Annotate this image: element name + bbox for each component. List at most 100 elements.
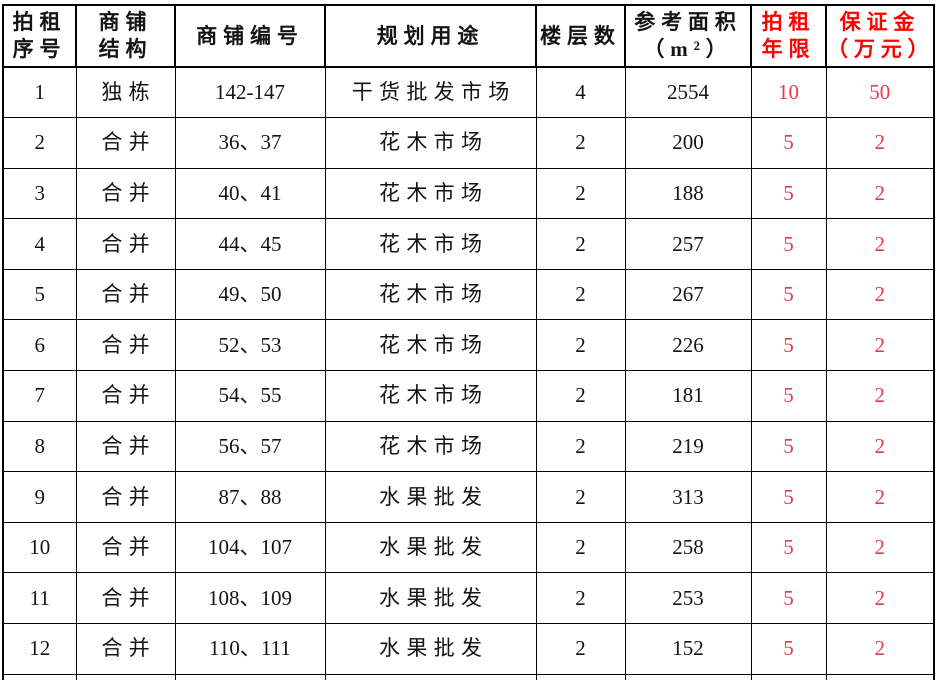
table-cell-seq: 5 [2,268,77,321]
table-cell-floors: 2 [535,521,626,574]
table-cell-floors: 2 [535,218,626,270]
table-cell-planned-use: 花木市场 [324,167,537,220]
table-cell-seq: 4 [2,218,77,270]
table-cell-shop-number: 110、111 [174,623,326,675]
partial-cell [324,673,537,680]
table-cell-shop-number: 104、107 [174,521,326,574]
table-cell-structure: 合并 [75,167,176,220]
table-row: 11 合并 108、109 水果批发 2 253 5 2 [2,572,935,625]
table-cell-term: 5 [750,572,827,625]
table-cell-floors: 2 [535,370,626,422]
table-cell-area: 200 [624,117,752,169]
table-cell-planned-use: 水果批发 [324,471,537,523]
table-cell-planned-use: 花木市场 [324,218,537,270]
table-cell-planned-use: 水果批发 [324,623,537,675]
table-cell-deposit: 2 [825,623,935,675]
header-line: 规划用途 [376,23,485,48]
table-cell-shop-number: 49、50 [174,268,326,321]
table-cell-seq: 2 [2,117,77,169]
table-row: 3 合并 40、41 花木市场 2 188 5 2 [2,167,935,220]
partial-row [2,673,935,680]
table-cell-structure: 合并 [75,268,176,321]
table-cell-seq: 1 [2,66,77,119]
table-row: 2 合并 36、37 花木市场 2 200 5 2 [2,117,935,169]
header-cell-deposit: 保证金 （万元） [825,4,935,68]
table-cell-deposit: 2 [825,572,935,625]
table-row: 7 合并 54、55 花木市场 2 181 5 2 [2,370,935,422]
table-cell-term: 5 [750,268,827,321]
table-cell-term: 5 [750,117,827,169]
table-cell-shop-number: 44、45 [174,218,326,270]
table-cell-planned-use: 水果批发 [324,521,537,574]
table-cell-deposit: 2 [825,471,935,523]
table-cell-floors: 2 [535,623,626,675]
table-cell-seq: 3 [2,167,77,220]
table-cell-shop-number: 142-147 [174,66,326,119]
table-cell-structure: 合并 [75,471,176,523]
table-cell-planned-use: 水果批发 [324,572,537,625]
header-row: 拍租 序号 商铺 结构 商铺编号 规划用途 楼层数 参考面积 （m²） 拍租 年限 保证金 （万元） [2,4,935,68]
table-cell-area: 253 [624,572,752,625]
table-row: 9 合并 87、88 水果批发 2 313 5 2 [2,471,935,523]
header-line: 年限 [761,37,816,61]
table-cell-floors: 2 [535,319,626,372]
table-cell-area: 258 [624,521,752,574]
table-cell-term: 5 [750,167,827,220]
table-cell-shop-number: 36、37 [174,117,326,169]
header-cell-planned-use: 规划用途 [324,4,537,68]
table-cell-area: 226 [624,319,752,372]
table-cell-area: 267 [624,268,752,321]
table-cell-structure: 独栋 [75,66,176,119]
table-cell-structure: 合并 [75,218,176,270]
table-row: 10 合并 104、107 水果批发 2 258 5 2 [2,521,935,574]
table-cell-term: 5 [750,319,827,372]
partial-cell [2,673,77,680]
header-line: 拍租 [12,10,67,35]
table-row: 1 独栋 142-147 干货批发市场 4 2554 10 50 [2,66,935,119]
table-row: 6 合并 52、53 花木市场 2 226 5 2 [2,319,935,372]
table-cell-term: 5 [750,471,827,523]
table-cell-seq: 8 [2,420,77,473]
partial-cell [750,673,827,680]
table-cell-term: 10 [750,66,827,119]
table-cell-area: 181 [624,370,752,422]
table-cell-seq: 7 [2,370,77,422]
header-cell-seq: 拍租 序号 [2,4,77,68]
table-cell-shop-number: 87、88 [174,471,326,523]
partial-cell [624,673,752,680]
table-cell-structure: 合并 [75,319,176,372]
table-row: 4 合并 44、45 花木市场 2 257 5 2 [2,218,935,270]
table-cell-term: 5 [750,521,827,574]
table-cell-term: 5 [750,420,827,473]
table-cell-structure: 合并 [75,370,176,422]
table-cell-deposit: 50 [825,66,935,119]
table-cell-floors: 2 [535,572,626,625]
table-cell-floors: 2 [535,268,626,321]
table-cell-planned-use: 干货批发市场 [324,66,537,119]
table-cell-term: 5 [750,218,827,270]
table-cell-floors: 2 [535,117,626,169]
partial-cell [75,673,176,680]
table-cell-seq: 9 [2,471,77,523]
table-cell-seq: 6 [2,319,77,372]
table-cell-floors: 4 [535,66,626,119]
table-cell-structure: 合并 [75,420,176,473]
table-cell-floors: 2 [535,167,626,220]
table-cell-deposit: 2 [825,117,935,169]
header-cell-area: 参考面积 （m²） [624,4,752,68]
table-row: 5 合并 49、50 花木市场 2 267 5 2 [2,268,935,321]
table-cell-planned-use: 花木市场 [324,370,537,422]
header-line: 商铺编号 [196,23,304,48]
table-cell-deposit: 2 [825,319,935,372]
shop-auction-table: 拍租 序号 商铺 结构 商铺编号 规划用途 楼层数 参考面积 （m²） 拍租 年限 保证金 （万元） 1… [2,4,935,680]
table-cell-shop-number: 108、109 [174,572,326,625]
header-line: 结构 [98,37,153,61]
table-cell-term: 5 [750,370,827,422]
header-line: 商铺 [98,10,153,35]
table-cell-area: 219 [624,420,752,473]
table-cell-deposit: 2 [825,167,935,220]
partial-cell [825,673,935,680]
table-cell-floors: 2 [535,471,626,523]
table-cell-area: 2554 [624,66,752,119]
